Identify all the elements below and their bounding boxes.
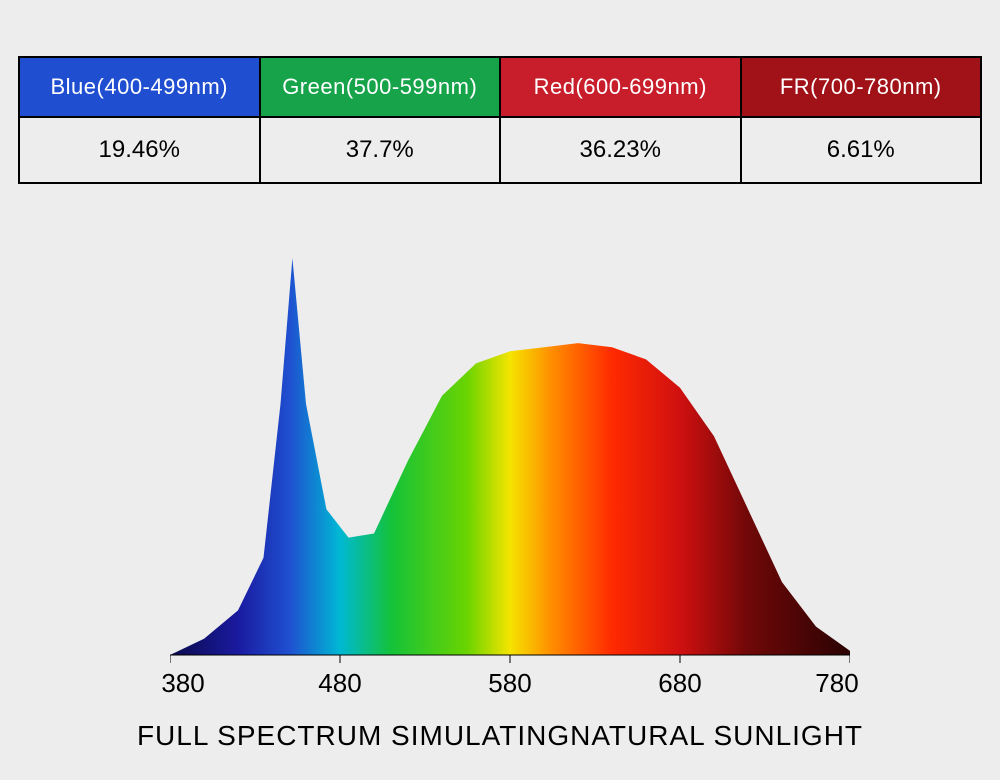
x-axis-ticks: [170, 655, 850, 663]
x-tick-label: 680: [658, 668, 701, 699]
value-blue: 19.46%: [19, 117, 260, 183]
x-tick-label: 780: [815, 668, 858, 699]
x-tick-label: 480: [318, 668, 361, 699]
value-red: 36.23%: [500, 117, 741, 183]
value-fr: 6.61%: [741, 117, 982, 183]
spectrum-area: [170, 250, 850, 655]
page-root: Blue(400-499nm) Green(500-599nm) Red(600…: [0, 0, 1000, 780]
table-value-row: 19.46% 37.7% 36.23% 6.61%: [19, 117, 981, 183]
col-header-green: Green(500-599nm): [260, 57, 501, 117]
col-header-red: Red(600-699nm): [500, 57, 741, 117]
spectrum-chart: [170, 250, 850, 670]
x-tick-label: 580: [488, 668, 531, 699]
spectrum-svg: [170, 250, 850, 670]
table-header-row: Blue(400-499nm) Green(500-599nm) Red(600…: [19, 57, 981, 117]
col-header-blue: Blue(400-499nm): [19, 57, 260, 117]
spectrum-table: Blue(400-499nm) Green(500-599nm) Red(600…: [18, 56, 982, 184]
value-green: 37.7%: [260, 117, 501, 183]
x-tick-label: 380: [161, 668, 204, 699]
chart-caption: FULL SPECTRUM SIMULATINGNATURAL SUNLIGHT: [0, 720, 1000, 752]
x-tick-labels: 380480580680780: [170, 668, 850, 698]
col-header-fr: FR(700-780nm): [741, 57, 982, 117]
